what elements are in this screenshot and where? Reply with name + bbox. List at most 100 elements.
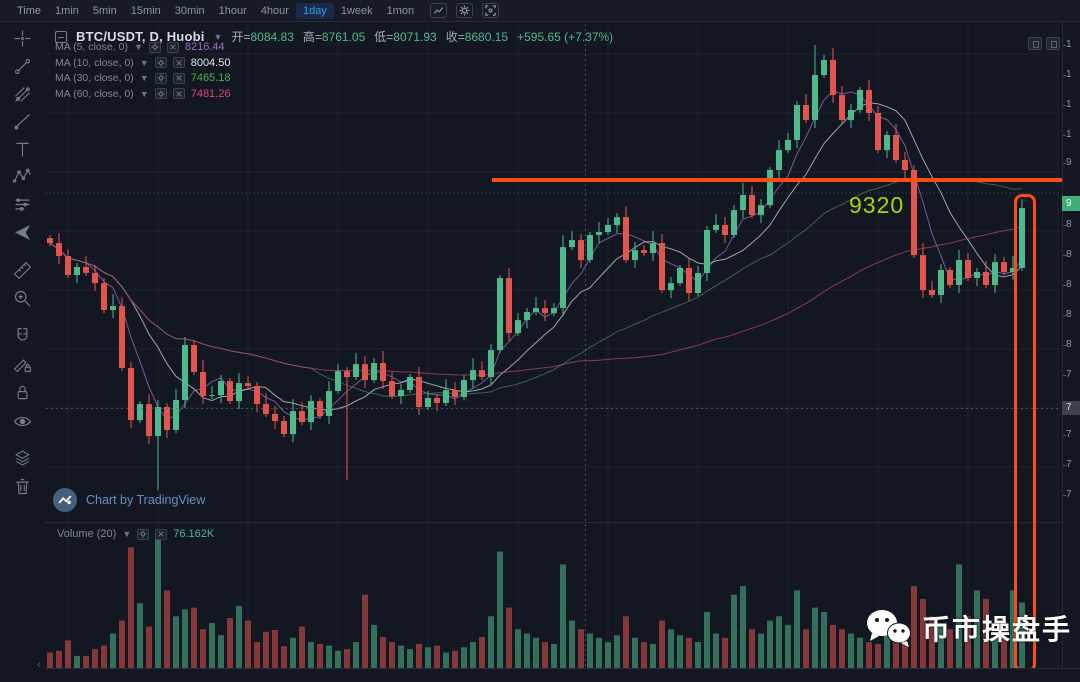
ma-label[interactable]: MA (30, close, 0) xyxy=(55,72,134,84)
indicator-close-icon[interactable] xyxy=(166,41,179,53)
symbol-title[interactable]: BTC/USDT, D, Huobi xyxy=(76,29,205,44)
eye-icon[interactable] xyxy=(9,408,35,434)
layers-icon[interactable] xyxy=(9,445,35,471)
tradingview-attribution[interactable]: Chart by TradingView xyxy=(53,488,205,512)
chevron-down-icon[interactable]: ▼ xyxy=(213,31,223,42)
price-axis-label: 7 xyxy=(1066,459,1072,470)
chevron-down-icon[interactable]: ▼ xyxy=(122,529,132,539)
text-tool-icon[interactable] xyxy=(9,136,35,162)
horizontal-level-line[interactable] xyxy=(492,178,1080,182)
ohlc-high: 高=8761.05 xyxy=(302,30,366,44)
ruler-icon[interactable] xyxy=(9,257,35,283)
pane-maximize-icon[interactable] xyxy=(1028,37,1042,50)
ma-indicator-row: MA (5, close, 0) ▼ 8216.44 xyxy=(55,41,225,53)
interval-1week[interactable]: 1week xyxy=(340,4,373,17)
indicator-close-icon[interactable] xyxy=(172,72,185,84)
ma-value: 8004.50 xyxy=(190,56,231,69)
price-change: +595.65 (+7.37%) xyxy=(517,29,614,44)
price-axis-label: 1 xyxy=(1066,129,1072,140)
attribution-text: Chart by TradingView xyxy=(86,493,206,507)
collapse-sidebar-button[interactable]: ‹ xyxy=(37,659,41,671)
volume-value: 76.162K xyxy=(173,528,215,540)
price-axis-label: 8 xyxy=(1066,339,1072,350)
arrow-cursor-icon[interactable] xyxy=(9,219,35,245)
volume-pane-header: Volume (20) ▼ 76.162K xyxy=(57,528,214,540)
price-axis-label: 1 xyxy=(1066,99,1072,110)
volume-label[interactable]: Volume (20) xyxy=(57,528,117,540)
ma-label[interactable]: MA (60, close, 0) xyxy=(55,87,134,100)
ma-value: 7465.18 xyxy=(190,72,231,84)
settings-gear-icon[interactable] xyxy=(456,3,474,18)
crosshair-icon[interactable] xyxy=(9,25,35,51)
draw-lock-icon[interactable] xyxy=(9,351,35,377)
zoom-in-icon[interactable] xyxy=(9,285,35,311)
ohlc-low: 低=8071.93 xyxy=(374,30,437,44)
chart-header: BTC/USDT, D, Huobi ▼ 开=8084.83 高=8761.05… xyxy=(55,28,613,45)
interval-time[interactable]: Time xyxy=(17,4,42,17)
price-axis-label: 7 xyxy=(1066,369,1072,380)
price-axis-label: 8 xyxy=(1066,279,1072,290)
forecast-icon[interactable] xyxy=(9,191,35,217)
tradingview-logo-icon xyxy=(53,488,77,512)
ma-value: 7481.26 xyxy=(190,87,231,100)
indicator-settings-icon[interactable] xyxy=(154,57,167,68)
price-axis-label: 1 xyxy=(1066,39,1072,50)
indicator-settings-icon[interactable] xyxy=(154,88,167,99)
brush-icon[interactable] xyxy=(9,108,35,134)
chevron-down-icon[interactable]: ▼ xyxy=(139,73,149,83)
level-price-label: 9320 xyxy=(849,192,905,218)
ma-60-line xyxy=(49,225,1023,376)
interval-30min[interactable]: 30min xyxy=(174,4,205,17)
crosshair-price-tag: 7 xyxy=(1062,401,1080,415)
ohlc-open: 开=8084.83 xyxy=(231,30,294,44)
pitchfork-icon[interactable] xyxy=(9,81,35,107)
interval-1hour[interactable]: 1hour xyxy=(218,4,247,17)
price-axis-label: 8 xyxy=(1066,219,1072,230)
interval-1min[interactable]: 1min xyxy=(55,4,79,17)
indicator-close-icon[interactable] xyxy=(172,88,185,99)
ma-indicator-row: MA (60, close, 0) ▼ 7481.26 xyxy=(55,88,230,100)
interval-1day[interactable]: 1day xyxy=(295,2,334,19)
ohlc-close: 收=8680.15 xyxy=(445,30,509,44)
price-axis[interactable]: 1 1 1 1 9 8 8 8 8 8 7 7 7 7 xyxy=(1062,22,1080,668)
candles-and-volume xyxy=(47,45,1025,669)
current-price-tag: 9 xyxy=(1062,196,1080,211)
chevron-down-icon[interactable]: ▼ xyxy=(133,42,143,52)
interval-toolbar: Time 1min 5min 15min 30min 1hour 4hour 1day 1wee… xyxy=(0,0,1080,22)
price-axis-label: 1 xyxy=(1066,69,1072,80)
price-axis-label: 8 xyxy=(1066,309,1072,320)
interval-15min[interactable]: 15min xyxy=(130,4,161,17)
trash-icon[interactable] xyxy=(9,473,35,499)
interval-4hour[interactable]: 4hour xyxy=(260,4,289,17)
interval-1mon[interactable]: 1mon xyxy=(386,4,415,17)
lock-icon[interactable] xyxy=(9,379,35,405)
ma-indicator-row: MA (10, close, 0) ▼ 8004.50 xyxy=(55,57,230,69)
pane-restore-icon[interactable] xyxy=(1046,37,1060,50)
time-axis[interactable] xyxy=(0,668,1080,682)
wechat-icon xyxy=(867,610,911,647)
indicator-settings-icon[interactable] xyxy=(148,41,161,53)
indicator-close-icon[interactable] xyxy=(172,57,185,68)
indicator-settings-icon[interactable] xyxy=(154,72,167,84)
indicators-icon[interactable] xyxy=(430,3,448,18)
screenshot-icon[interactable] xyxy=(482,3,500,18)
trend-line-icon[interactable] xyxy=(9,53,35,79)
xabcd-pattern-icon[interactable] xyxy=(9,163,35,189)
price-axis-label: 7 xyxy=(1066,489,1072,500)
ma-label[interactable]: MA (5, close, 0) xyxy=(55,41,128,53)
price-axis-label: 7 xyxy=(1066,429,1072,440)
chevron-down-icon[interactable]: ▼ xyxy=(139,57,149,68)
ma-value: 8216.44 xyxy=(184,41,225,53)
symbol-menu-icon[interactable] xyxy=(55,30,67,43)
interval-5min[interactable]: 5min xyxy=(92,4,117,17)
ma-indicator-row: MA (30, close, 0) ▼ 7465.18 xyxy=(55,72,230,84)
ma-label[interactable]: MA (10, close, 0) xyxy=(55,56,134,69)
channel-watermark: 币市操盘手 xyxy=(866,608,1072,648)
candle-highlight-box[interactable] xyxy=(1014,194,1036,672)
indicator-close-icon[interactable] xyxy=(155,528,168,540)
indicator-settings-icon[interactable] xyxy=(137,528,150,540)
magnet-icon[interactable] xyxy=(9,323,35,349)
drawing-toolbar: ‹ xyxy=(0,22,45,682)
chevron-down-icon[interactable]: ▼ xyxy=(139,88,149,99)
